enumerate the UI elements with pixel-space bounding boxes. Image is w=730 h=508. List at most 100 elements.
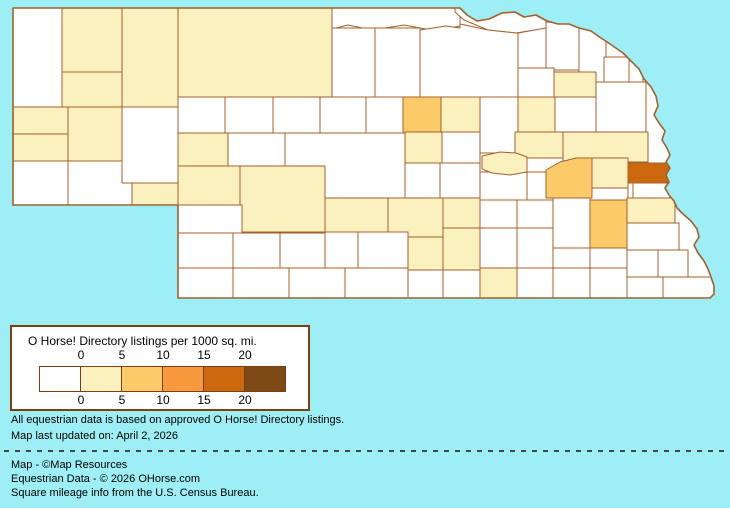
county xyxy=(177,132,229,167)
county xyxy=(239,165,326,233)
county-layer xyxy=(13,8,714,298)
county xyxy=(628,59,644,83)
county xyxy=(516,227,554,269)
county xyxy=(589,187,629,201)
county xyxy=(177,8,333,98)
county xyxy=(479,199,518,233)
county xyxy=(227,132,286,167)
legend-swatch xyxy=(81,367,122,391)
legend-tick: 0 xyxy=(77,393,85,407)
legend-swatch xyxy=(40,367,81,391)
legend-tick: 10 xyxy=(156,393,170,407)
county xyxy=(662,276,714,298)
county xyxy=(288,267,346,298)
county xyxy=(232,267,290,298)
legend-swatch xyxy=(245,367,285,391)
county xyxy=(626,249,659,278)
county xyxy=(442,227,481,271)
county xyxy=(603,56,633,83)
county xyxy=(479,227,518,269)
county xyxy=(419,23,519,98)
nebraska-county-map xyxy=(12,7,715,299)
county xyxy=(61,71,123,108)
county xyxy=(357,231,409,269)
legend-swatch xyxy=(163,367,204,391)
county xyxy=(232,232,281,269)
county xyxy=(387,197,444,238)
county xyxy=(272,96,321,134)
county xyxy=(177,232,234,269)
county xyxy=(605,27,632,58)
county xyxy=(517,27,547,69)
county xyxy=(479,171,528,201)
county xyxy=(440,96,481,134)
county xyxy=(13,133,69,162)
county xyxy=(319,96,367,134)
legend-tick: 0 xyxy=(77,348,85,362)
county xyxy=(589,247,628,269)
legend-tick: 20 xyxy=(238,348,252,362)
county xyxy=(516,199,554,233)
county xyxy=(626,276,664,298)
county xyxy=(562,131,649,163)
county xyxy=(545,157,593,199)
county xyxy=(324,197,389,233)
county xyxy=(442,197,481,231)
county xyxy=(441,131,481,164)
legend-ticks-top: 0 5 10 15 20 xyxy=(12,348,308,362)
credit-map: Map - ©Map Resources xyxy=(11,459,128,471)
county xyxy=(552,247,591,269)
county xyxy=(479,96,519,154)
legend-swatch xyxy=(204,367,245,391)
legend-ticks-bottom: 0 5 10 15 20 xyxy=(12,393,308,407)
legend: O Horse! Directory listings per 1000 sq.… xyxy=(10,325,310,411)
county xyxy=(177,267,234,298)
note-last-updated: Map last updated on: April 2, 2026 xyxy=(11,430,178,442)
county xyxy=(595,81,647,134)
legend-tick: 5 xyxy=(118,348,126,362)
county xyxy=(589,267,628,298)
legend-tick: 5 xyxy=(118,393,126,407)
county xyxy=(407,269,444,298)
county xyxy=(131,182,179,206)
nebraska-map-svg xyxy=(12,7,715,299)
county xyxy=(279,232,331,269)
county xyxy=(365,96,404,134)
dashed-separator xyxy=(4,450,726,452)
county xyxy=(344,267,409,298)
county xyxy=(177,165,241,206)
credit-square-mileage: Square mileage info from the U.S. Census… xyxy=(11,487,259,499)
county xyxy=(224,96,274,134)
county xyxy=(589,157,629,189)
county xyxy=(13,106,69,135)
legend-tick: 15 xyxy=(197,348,211,362)
county xyxy=(121,8,179,108)
county xyxy=(516,267,554,298)
legend-tick: 10 xyxy=(156,348,170,362)
county xyxy=(442,269,481,298)
county xyxy=(404,131,443,164)
county xyxy=(553,71,597,98)
legend-swatch xyxy=(122,367,163,391)
county xyxy=(374,27,421,98)
county xyxy=(121,106,179,184)
county xyxy=(13,8,63,108)
county xyxy=(517,67,555,99)
county xyxy=(13,160,69,206)
county xyxy=(626,222,680,251)
county xyxy=(657,249,689,278)
county xyxy=(627,162,671,184)
state-border xyxy=(12,7,715,299)
county xyxy=(61,8,123,73)
county xyxy=(554,96,597,134)
county xyxy=(481,151,528,176)
county xyxy=(407,236,444,271)
legend-title: O Horse! Directory listings per 1000 sq.… xyxy=(28,334,257,348)
county xyxy=(479,267,518,298)
county xyxy=(324,231,359,269)
county xyxy=(67,106,123,162)
county xyxy=(331,27,376,98)
county xyxy=(514,131,564,159)
credit-equestrian-data: Equestrian Data - © 2026 OHorse.com xyxy=(11,473,201,485)
